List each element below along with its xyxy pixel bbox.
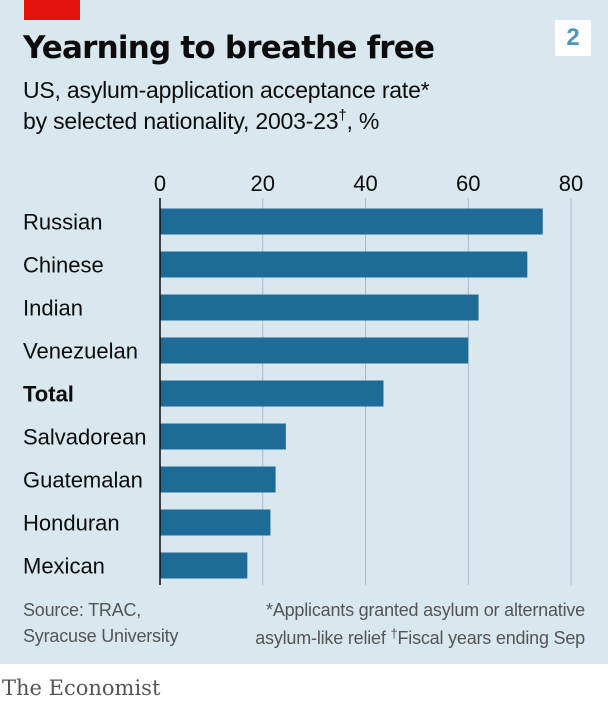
x-tick-label: 20 <box>251 171 275 196</box>
category-label: Guatemalan <box>23 468 143 493</box>
bar-salvadorean <box>160 423 286 450</box>
subtitle-dagger: † <box>338 107 347 124</box>
bar-honduran <box>160 509 271 536</box>
economist-logo-text: The Economist <box>2 676 161 700</box>
brand-red-tab <box>24 0 80 20</box>
x-tick-label: 40 <box>353 171 377 196</box>
subtitle-line2-suffix: , % <box>346 108 380 134</box>
chart-subtitle-line2: by selected nationality, 2003-23†, % <box>23 107 379 135</box>
footnote-line2-suffix: Fiscal years ending Sep <box>397 628 585 648</box>
category-labels: Russian Chinese Indian Venezuelan Total Salva… <box>23 210 147 579</box>
source-line2: Syracuse University <box>23 626 179 646</box>
category-label: Total <box>23 382 74 407</box>
x-tick-labels: 0 20 40 60 80 <box>154 171 583 196</box>
source-line1: Source: TRAC, <box>23 600 142 620</box>
category-label: Indian <box>23 296 83 321</box>
bar-total <box>160 380 384 407</box>
x-tick-label: 60 <box>456 171 480 196</box>
bar-indian <box>160 294 479 321</box>
bar-mexican <box>160 552 248 579</box>
bar-russian <box>160 208 543 235</box>
category-label: Honduran <box>23 511 120 536</box>
chart-panel: 2 Yearning to breathe free US, asylum-ap… <box>0 0 608 664</box>
category-label: Mexican <box>23 554 105 579</box>
footnote-dagger: † <box>390 626 398 641</box>
bar-chart: 0 20 40 60 80 Russian Chinese Indian Venezuelan… <box>23 171 583 585</box>
footnote-line2: asylum-like relief †Fiscal years ending … <box>255 626 585 649</box>
chart-subtitle-line1: US, asylum-application acceptance rate* <box>23 77 430 103</box>
bar-venezuelan <box>160 337 469 364</box>
x-tick-label: 0 <box>154 171 166 196</box>
x-tick-label: 80 <box>559 171 583 196</box>
footnote-line1: *Applicants granted asylum or alternativ… <box>266 600 585 620</box>
bar-chinese <box>160 251 528 278</box>
category-label: Venezuelan <box>23 339 138 364</box>
category-label: Salvadorean <box>23 425 147 450</box>
bars <box>160 208 543 579</box>
category-label: Russian <box>23 210 102 235</box>
chart-number-badge: 2 <box>555 20 591 56</box>
footnote-line2-prefix: asylum-like relief <box>255 628 391 648</box>
bar-guatemalan <box>160 466 276 493</box>
subtitle-line2-prefix: by selected nationality, 2003-23 <box>23 108 339 134</box>
chart-title: Yearning to breathe free <box>23 30 435 66</box>
category-label: Chinese <box>23 253 104 278</box>
